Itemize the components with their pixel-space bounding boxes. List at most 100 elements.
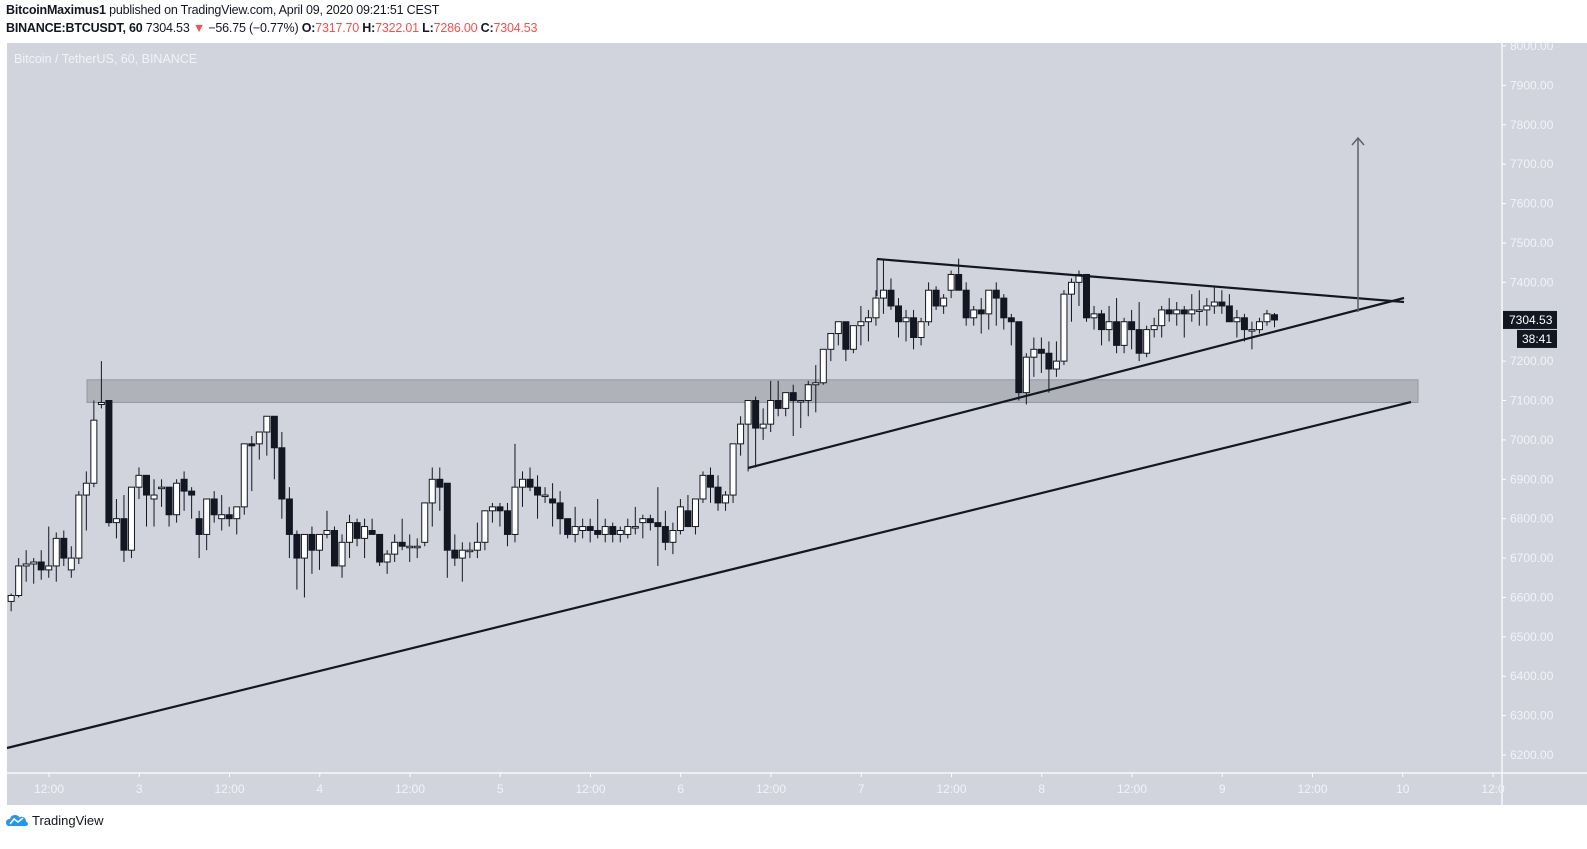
candle — [910, 317, 918, 338]
candle — [714, 486, 722, 504]
candle — [601, 526, 609, 535]
candle — [225, 514, 233, 520]
candle — [331, 529, 338, 567]
candle — [285, 498, 293, 535]
candle — [270, 415, 278, 449]
candle — [541, 494, 549, 498]
candle — [503, 510, 511, 535]
candle — [391, 541, 399, 555]
candle — [278, 447, 286, 500]
candle — [135, 474, 143, 488]
candle — [707, 474, 714, 488]
candle — [361, 526, 369, 539]
candle — [127, 486, 135, 551]
candle — [368, 529, 376, 535]
price-change: −56.75 (−0.77%) — [208, 21, 299, 35]
candle — [263, 415, 271, 433]
candle — [443, 482, 451, 551]
current-price-tag — [1503, 310, 1557, 329]
candle — [323, 529, 331, 535]
candle — [684, 510, 692, 528]
last-price: 7304.53 — [145, 21, 190, 35]
candle — [1203, 305, 1211, 311]
close-value: 7304.53 — [493, 21, 538, 35]
candle — [293, 533, 301, 559]
candle — [609, 526, 617, 535]
candle — [488, 506, 496, 512]
long-trendline[interactable] — [6, 400, 1412, 750]
candle — [255, 431, 263, 445]
low-label: L: — [422, 21, 434, 35]
candle — [797, 400, 805, 403]
candle — [917, 321, 925, 338]
candle — [556, 502, 564, 520]
time-tick-label: 12:00 — [395, 782, 425, 796]
candle — [466, 549, 474, 553]
candle — [173, 482, 181, 516]
triangle-lower-line[interactable] — [747, 296, 1405, 470]
candle — [1240, 317, 1248, 331]
candle — [496, 506, 504, 512]
candle — [338, 541, 346, 567]
candle — [376, 533, 384, 563]
candle — [1007, 317, 1015, 323]
time-tick-label: 12:00 — [214, 782, 244, 796]
candle — [849, 325, 857, 350]
price-tick-label: 7800.00 — [1510, 118, 1554, 132]
tradingview-brand[interactable]: TradingView — [32, 812, 104, 828]
time-tick-label: 12:00 — [756, 782, 786, 796]
support-zone[interactable] — [86, 379, 1419, 403]
candle — [834, 321, 842, 335]
candle — [451, 549, 459, 559]
countdown-tag — [1517, 329, 1557, 348]
candle — [970, 309, 978, 319]
candle — [579, 526, 587, 531]
candle — [1045, 352, 1053, 370]
candle — [616, 529, 624, 535]
close-label: C: — [480, 21, 494, 35]
author-name[interactable]: BitcoinMaximus1 — [6, 3, 106, 17]
candle — [1233, 317, 1241, 323]
candle — [586, 526, 594, 531]
candle — [1090, 313, 1098, 319]
candle — [1271, 314, 1278, 321]
candle — [315, 533, 323, 551]
candle — [1128, 321, 1136, 331]
candle — [699, 474, 707, 500]
candle — [143, 474, 150, 496]
candle — [1022, 356, 1030, 394]
symbol-info: BINANCE:BTCUSDT, 60 7304.53 ▼ −56.75 (−0… — [6, 21, 537, 35]
time-tick-label: 10 — [1396, 782, 1410, 796]
candle — [195, 518, 203, 535]
candle — [759, 423, 767, 429]
time-tick-label: 4 — [316, 782, 323, 796]
publish-info: BitcoinMaximus1 published on TradingView… — [6, 3, 439, 17]
price-tick-label: 7400.00 — [1510, 275, 1554, 289]
price-tick-label: 7900.00 — [1510, 78, 1554, 92]
candle — [1225, 305, 1233, 323]
candle — [67, 557, 75, 571]
candle — [105, 400, 113, 524]
candle — [511, 486, 519, 535]
candle — [549, 498, 557, 504]
price-tick-label: 6400.00 — [1510, 669, 1554, 683]
candle — [240, 443, 248, 508]
price-tick-label: 7100.00 — [1510, 394, 1554, 408]
low-value: 7286.00 — [433, 21, 478, 35]
triangle-upper-line[interactable] — [876, 257, 1405, 304]
candle — [744, 400, 752, 425]
candle — [767, 400, 775, 425]
candle — [1113, 321, 1121, 346]
candle — [624, 526, 632, 535]
candle — [872, 297, 880, 319]
candle — [977, 309, 985, 315]
candle — [180, 478, 188, 492]
candle — [812, 382, 820, 386]
candle — [564, 518, 572, 535]
candle — [1000, 297, 1008, 319]
candle — [218, 514, 226, 520]
price-tick-label: 6200.00 — [1510, 748, 1554, 762]
time-tick-label: 12:00 — [34, 782, 64, 796]
candle — [1173, 309, 1181, 315]
